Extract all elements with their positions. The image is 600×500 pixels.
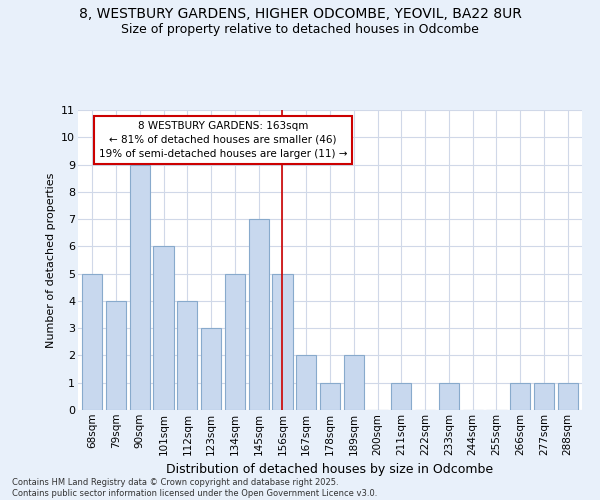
Bar bbox=[154, 246, 173, 410]
Bar bbox=[201, 328, 221, 410]
Bar bbox=[272, 274, 293, 410]
Text: Contains HM Land Registry data © Crown copyright and database right 2025.
Contai: Contains HM Land Registry data © Crown c… bbox=[12, 478, 377, 498]
Bar bbox=[225, 274, 245, 410]
Bar bbox=[391, 382, 412, 410]
Bar bbox=[177, 301, 197, 410]
Bar bbox=[344, 356, 364, 410]
Bar bbox=[106, 301, 126, 410]
Bar bbox=[510, 382, 530, 410]
Text: Size of property relative to detached houses in Odcombe: Size of property relative to detached ho… bbox=[121, 22, 479, 36]
X-axis label: Distribution of detached houses by size in Odcombe: Distribution of detached houses by size … bbox=[166, 463, 494, 476]
Text: 8, WESTBURY GARDENS, HIGHER ODCOMBE, YEOVIL, BA22 8UR: 8, WESTBURY GARDENS, HIGHER ODCOMBE, YEO… bbox=[79, 8, 521, 22]
Bar bbox=[296, 356, 316, 410]
Bar bbox=[534, 382, 554, 410]
Bar bbox=[82, 274, 103, 410]
Bar bbox=[320, 382, 340, 410]
Bar bbox=[130, 164, 150, 410]
Bar bbox=[439, 382, 459, 410]
Y-axis label: Number of detached properties: Number of detached properties bbox=[46, 172, 56, 348]
Bar bbox=[557, 382, 578, 410]
Text: 8 WESTBURY GARDENS: 163sqm
← 81% of detached houses are smaller (46)
19% of semi: 8 WESTBURY GARDENS: 163sqm ← 81% of deta… bbox=[99, 121, 347, 159]
Bar bbox=[248, 219, 269, 410]
